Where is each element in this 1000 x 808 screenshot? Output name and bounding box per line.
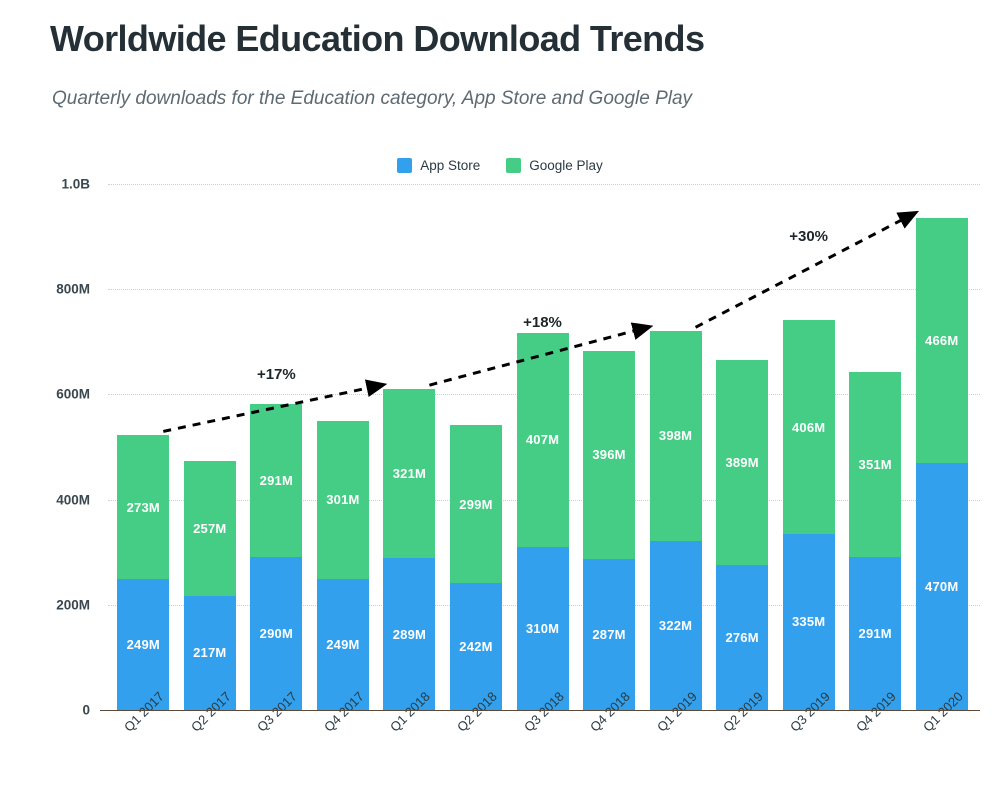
bar-value-label: 398M (658, 428, 693, 444)
bar-stack[interactable]: 276M 389M (716, 360, 769, 710)
bar-stack[interactable]: 310M 407M (516, 332, 569, 710)
bar-value-label: 396M (592, 447, 626, 463)
trend-arrow (162, 379, 388, 433)
bar-value-label: 389M (725, 455, 759, 471)
y-axis-tick-label: 1.0B (61, 176, 90, 192)
legend-label: App Store (420, 158, 481, 173)
legend-swatch-icon (506, 158, 522, 173)
bar-segment-app-store[interactable]: 310M (516, 546, 569, 710)
bar-stack[interactable]: 289M 321M (383, 389, 436, 710)
bar-segment-app-store[interactable]: 217M (183, 595, 236, 710)
bar-value-label: 273M (126, 499, 160, 515)
gridline (108, 289, 980, 291)
growth-annotation-label: +18% (523, 314, 562, 332)
bar-stack[interactable]: 322M 398M (649, 331, 702, 710)
bar-segment-google-play[interactable]: 291M (250, 404, 303, 558)
legend-label: Google Play (529, 158, 603, 173)
bar-segment-app-store[interactable]: 291M (849, 556, 902, 710)
bar-value-label: 249M (326, 637, 360, 653)
bar-stack[interactable]: 217M 257M (183, 460, 236, 710)
growth-annotation-label: +17% (256, 366, 296, 384)
bar-segment-app-store[interactable]: 290M (250, 557, 303, 710)
bar-segment-google-play[interactable]: 396M (583, 350, 636, 560)
legend-item-app-store[interactable]: App Store (397, 158, 480, 173)
bar-segment-google-play[interactable]: 351M (849, 372, 902, 557)
bar-value-label: 406M (791, 419, 826, 435)
bar-value-label: 289M (392, 626, 427, 642)
bar-value-label: 242M (459, 638, 493, 654)
bar-value-label: 407M (525, 432, 560, 448)
chart-subtitle: Quarterly downloads for the Education ca… (52, 88, 693, 109)
bar-value-label: 321M (392, 466, 427, 482)
chart-legend: App Store Google Play (0, 158, 1000, 173)
bar-segment-google-play[interactable]: 299M (449, 425, 502, 583)
bar-segment-google-play[interactable]: 466M (915, 217, 968, 463)
bar-stack[interactable]: 335M 406M (782, 320, 835, 710)
bar-segment-google-play[interactable]: 398M (649, 331, 702, 541)
bar-value-label: 257M (193, 520, 227, 536)
y-axis-tick-label: 400M (56, 492, 90, 508)
bar-stack[interactable]: 290M 291M (250, 404, 303, 710)
axis-baseline (100, 710, 980, 711)
bar-segment-app-store[interactable]: 322M (649, 540, 702, 710)
bar-value-label: 291M (858, 625, 892, 641)
bar-value-label: 351M (858, 457, 892, 473)
bar-value-label: 290M (259, 626, 293, 642)
bar-segment-app-store[interactable]: 470M (915, 462, 968, 710)
bar-stack[interactable]: 249M 273M (117, 435, 170, 710)
bar-value-label: 322M (658, 617, 693, 633)
y-axis-tick-label: 200M (56, 597, 90, 613)
bar-value-label: 301M (326, 492, 360, 508)
bar-stack[interactable]: 291M 351M (849, 372, 902, 710)
bar-segment-google-play[interactable]: 301M (316, 420, 369, 580)
bar-segment-app-store[interactable]: 289M (383, 558, 436, 710)
bar-value-label: 470M (925, 578, 959, 594)
bar-segment-app-store[interactable]: 335M (782, 533, 835, 710)
trend-arrow (694, 210, 920, 329)
bar-value-label: 291M (259, 473, 293, 489)
bar-segment-google-play[interactable]: 273M (117, 435, 170, 580)
page-title: Worldwide Education Download Trends (50, 18, 705, 59)
bar-segment-google-play[interactable]: 321M (383, 389, 436, 558)
bar-value-label: 276M (725, 629, 759, 645)
bar-segment-app-store[interactable]: 287M (583, 559, 636, 710)
bar-value-label: 310M (525, 620, 560, 636)
y-axis-tick-label: 800M (56, 281, 90, 297)
bar-stack[interactable]: 470M 466M (915, 217, 968, 710)
bar-value-label: 249M (126, 637, 160, 653)
bar-value-label: 335M (791, 614, 826, 630)
bar-segment-app-store[interactable]: 249M (117, 579, 170, 710)
bar-segment-google-play[interactable]: 407M (516, 332, 569, 547)
legend-item-google-play[interactable]: Google Play (506, 158, 603, 173)
y-axis-tick-label: 600M (56, 386, 90, 402)
bar-stack[interactable]: 287M 396M (583, 350, 636, 710)
bar-segment-google-play[interactable]: 406M (782, 320, 835, 534)
bar-segment-app-store[interactable]: 242M (449, 582, 502, 710)
bar-value-label: 217M (193, 645, 227, 661)
gridline (108, 184, 980, 185)
bar-segment-google-play[interactable]: 257M (183, 460, 236, 596)
bar-stack[interactable]: 242M 299M (449, 425, 502, 710)
bar-value-label: 299M (459, 496, 493, 512)
bar-segment-app-store[interactable]: 249M (316, 579, 369, 710)
bar-stack[interactable]: 249M 301M (316, 420, 369, 710)
growth-annotation-label: +30% (789, 228, 829, 246)
bar-value-label: 466M (925, 332, 959, 348)
bar-segment-app-store[interactable]: 276M (716, 564, 769, 710)
legend-swatch-icon (397, 158, 413, 173)
y-axis-tick-label: 0 (82, 702, 90, 718)
trend-arrow (429, 322, 654, 387)
bar-segment-google-play[interactable]: 389M (716, 360, 769, 565)
bar-value-label: 287M (592, 627, 626, 643)
